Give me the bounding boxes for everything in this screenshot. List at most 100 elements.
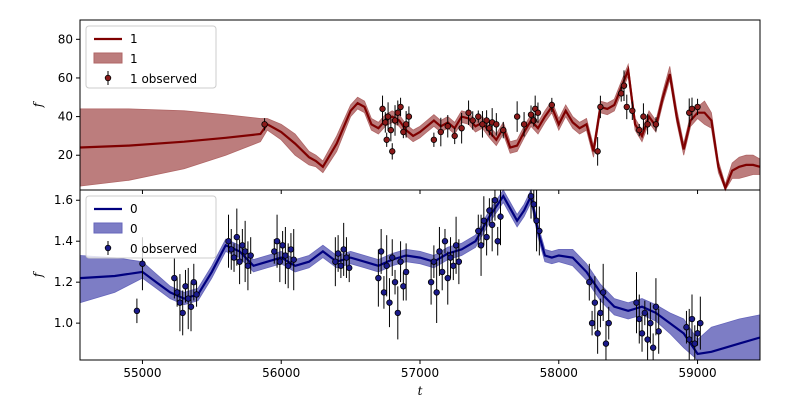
top-observed-point — [444, 123, 451, 130]
top-legend-label: 1 — [130, 52, 138, 66]
top-observed-point — [451, 132, 458, 140]
bot-observed-point — [190, 278, 197, 286]
bot-observed-point — [187, 303, 195, 310]
bot-observed-point — [343, 254, 350, 261]
bot-observed-point — [599, 289, 607, 296]
bot-legend-band-swatch — [93, 222, 123, 234]
bot-x-tick-label: 55000 — [123, 366, 161, 380]
top-observed-point — [493, 121, 500, 128]
bot-observed-point — [377, 248, 385, 255]
bot-observed-point — [185, 295, 192, 302]
top-observed-point — [402, 121, 410, 128]
bot-y-tick-label: 1.2 — [54, 275, 73, 289]
bot-observed-point — [638, 330, 646, 337]
bot-observed-point — [337, 262, 345, 269]
bot-legend-box — [85, 195, 217, 259]
top-observed-point — [486, 124, 493, 132]
bot-observed-point — [455, 258, 463, 265]
bot-observed-point — [427, 278, 435, 286]
top-observed-point — [383, 136, 390, 143]
bot-x-tick-label: 57000 — [401, 366, 439, 380]
bot-observed-point — [647, 319, 654, 327]
top-observed-point — [430, 136, 438, 143]
top-x-ticks — [141, 190, 699, 194]
bot-observed-point — [380, 289, 388, 296]
bot-observed-point — [402, 268, 410, 276]
top-observed-point — [400, 128, 407, 136]
bot-observed-point — [433, 289, 440, 296]
top-observed-point — [640, 113, 647, 120]
bottom-legend: 0 0 0 observed — [85, 195, 217, 259]
bot-legend-point-swatch — [104, 244, 112, 252]
bot-observed-point — [271, 248, 278, 255]
top-observed-point — [458, 124, 465, 132]
bot-observed-point — [441, 238, 449, 245]
bot-observed-point — [588, 319, 596, 327]
bot-observed-point — [591, 299, 599, 306]
top-observed-point — [629, 107, 636, 114]
top-observed-point — [397, 103, 404, 111]
bot-observed-point — [527, 192, 535, 200]
bot-y-tick-label: 1.6 — [54, 193, 73, 207]
bot-observed-point — [655, 328, 662, 335]
top-observed-point — [688, 105, 696, 113]
bot-observed-point — [536, 227, 543, 235]
top-observed-layer — [261, 70, 701, 166]
bot-legend-label: 0 observed — [130, 242, 197, 256]
bot-observed-point — [447, 254, 454, 261]
bot-observed-point — [436, 248, 443, 255]
bot-observed-point — [486, 207, 493, 214]
top-observed-point — [597, 103, 604, 111]
top-mean-layer — [79, 65, 761, 192]
bot-observed-point — [383, 262, 390, 269]
bot-observed-point — [179, 309, 186, 317]
bot-observed-point — [375, 274, 382, 282]
top-legend-point-swatch — [104, 74, 112, 82]
bottom-observed-layer — [133, 190, 704, 360]
bot-x-tick-label: 56000 — [262, 366, 300, 380]
bot-observed-point — [652, 303, 660, 310]
top-observed-point — [261, 121, 268, 128]
bot-observed-point — [694, 330, 701, 337]
bot-observed-point — [491, 197, 499, 204]
bot-observed-point — [334, 250, 342, 257]
panel-bottom: 1.0 1.2 1.4 1.6 55000 56000 57000 58000 59000 f… — [31, 188, 761, 398]
bot-observed-point — [171, 274, 178, 282]
top-observed-point — [405, 113, 413, 120]
bot-observed-point — [602, 340, 610, 347]
bot-observed-point — [452, 242, 460, 249]
bot-observed-point — [644, 336, 651, 343]
bot-observed-point — [273, 238, 281, 245]
top-y-axis-label: f — [31, 100, 45, 108]
bot-legend-label: 0 — [130, 222, 138, 236]
bot-observed-point — [497, 213, 504, 220]
bot-observed-point — [133, 307, 141, 315]
top-y-ticks: 20 40 60 80 — [58, 32, 80, 162]
top-observed-point — [530, 117, 537, 124]
bot-observed-point — [182, 283, 189, 290]
bot-observed-point — [284, 262, 292, 269]
bot-observed-point — [233, 233, 241, 241]
bot-observed-point — [386, 299, 393, 306]
top-observed-point — [384, 113, 392, 120]
top-y-tick-label: 80 — [58, 32, 73, 46]
bot-observed-point — [494, 238, 501, 245]
top-observed-point — [387, 126, 395, 134]
bot-observed-point — [688, 315, 696, 323]
top-observed-point — [475, 113, 482, 120]
bot-observed-point — [430, 258, 438, 265]
top-observed-point — [548, 101, 556, 109]
bot-observed-point — [173, 289, 181, 296]
top-observed-point — [694, 103, 701, 111]
bot-observed-point — [239, 242, 246, 249]
top-observed-point — [618, 90, 625, 97]
bot-x-tick-label: 58000 — [540, 366, 578, 380]
bottom-y-ticks: 1.0 1.2 1.4 1.6 — [54, 193, 80, 330]
bot-observed-point — [244, 262, 252, 269]
top-observed-point — [469, 117, 476, 124]
bot-observed-point — [287, 246, 295, 253]
bot-observed-point — [225, 238, 232, 245]
top-y-tick-label: 40 — [58, 110, 73, 124]
top-legend-label: 1 observed — [130, 72, 197, 86]
